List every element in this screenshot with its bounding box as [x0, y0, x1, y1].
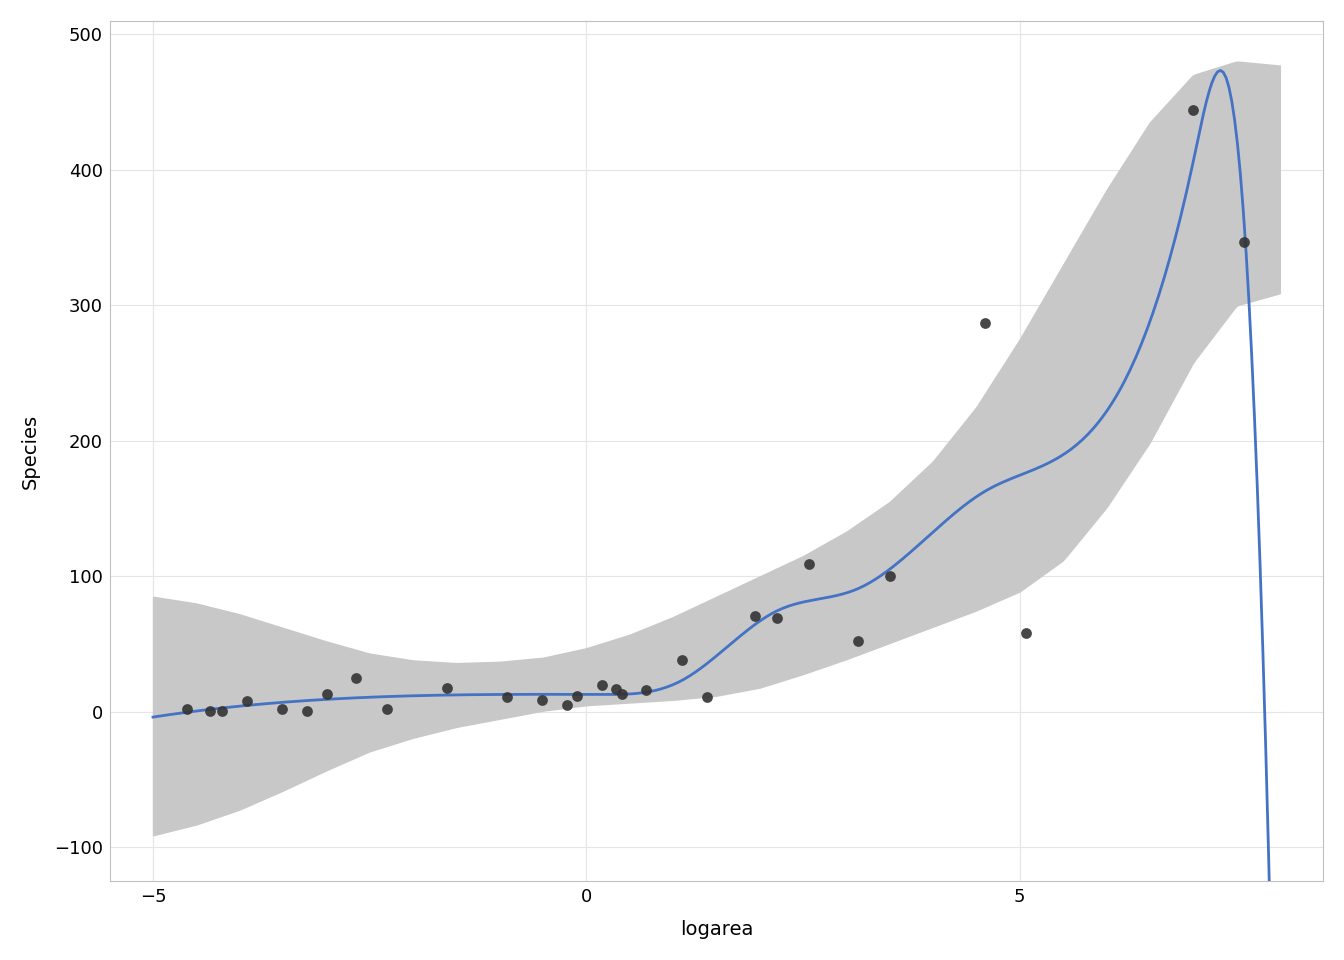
Point — [974, 315, 996, 330]
Point — [1016, 626, 1038, 641]
Point — [437, 680, 458, 695]
Point — [271, 702, 293, 717]
Point — [345, 670, 367, 685]
Point — [636, 683, 657, 698]
Point — [237, 693, 258, 708]
X-axis label: logarea: logarea — [680, 921, 753, 939]
Point — [847, 634, 868, 649]
Point — [211, 703, 233, 718]
Point — [556, 698, 578, 713]
Point — [199, 703, 220, 718]
Point — [610, 686, 632, 702]
Point — [591, 677, 613, 692]
Point — [1183, 103, 1204, 118]
Point — [531, 692, 552, 708]
Point — [745, 608, 766, 623]
Point — [376, 702, 398, 717]
Point — [297, 703, 319, 718]
Point — [605, 682, 626, 697]
Point — [1232, 234, 1254, 250]
Point — [316, 686, 337, 702]
Point — [766, 611, 788, 626]
Point — [696, 689, 718, 705]
Point — [798, 557, 820, 572]
Point — [879, 568, 900, 584]
Point — [567, 688, 589, 704]
Point — [176, 702, 198, 717]
Y-axis label: Species: Species — [22, 414, 40, 489]
Point — [496, 689, 517, 705]
Point — [671, 653, 692, 668]
